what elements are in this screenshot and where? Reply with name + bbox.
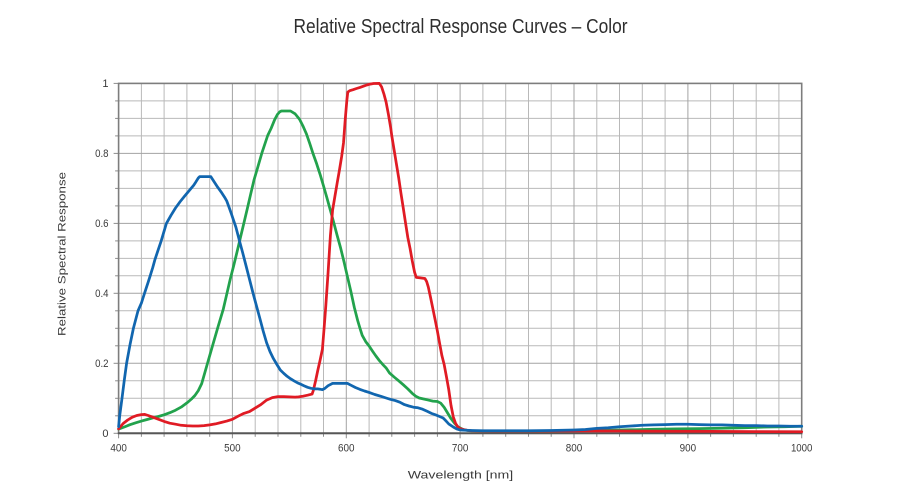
svg-text:0.2: 0.2 xyxy=(95,358,108,370)
svg-text:Wavelength [nm]: Wavelength [nm] xyxy=(408,470,514,482)
svg-text:1000: 1000 xyxy=(791,443,813,455)
svg-text:400: 400 xyxy=(110,443,127,455)
svg-text:500: 500 xyxy=(224,443,241,455)
svg-text:Relative Spectral Response Cur: Relative Spectral Response Curves – Colo… xyxy=(294,16,628,38)
svg-text:0: 0 xyxy=(102,428,108,440)
svg-text:900: 900 xyxy=(680,443,697,455)
svg-text:0.8: 0.8 xyxy=(95,148,108,160)
svg-text:0.6: 0.6 xyxy=(95,218,108,230)
svg-text:800: 800 xyxy=(566,443,583,455)
svg-text:1: 1 xyxy=(102,78,108,90)
svg-text:600: 600 xyxy=(338,443,355,455)
svg-text:Relative Spectral Response: Relative Spectral Response xyxy=(57,172,69,336)
svg-text:0.4: 0.4 xyxy=(95,288,108,300)
svg-text:700: 700 xyxy=(452,443,469,455)
